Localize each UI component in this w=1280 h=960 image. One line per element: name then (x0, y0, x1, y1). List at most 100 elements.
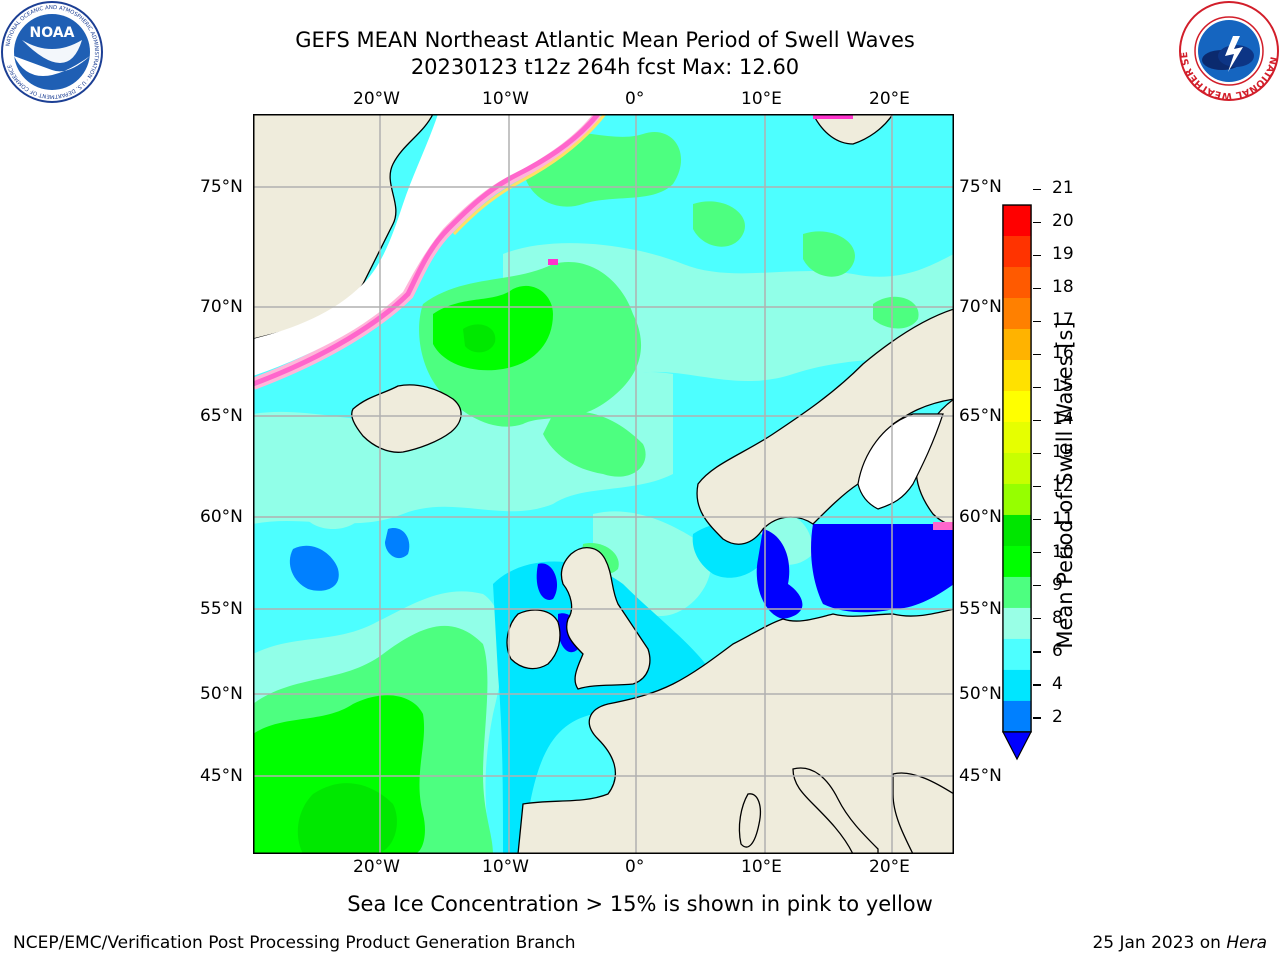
colorbar-tick-mark (1033, 386, 1041, 389)
lon-label-top-20e: 20°E (869, 89, 910, 109)
lon-label-top-10e: 10°E (741, 89, 782, 109)
colorbar-segment (1002, 298, 1032, 330)
lon-label-bottom-20e: 20°E (869, 857, 910, 877)
colorbar-frame (1002, 204, 1032, 733)
lat-label-left-70n: 70°N (200, 297, 243, 317)
colorbar-tick-mark (1033, 353, 1041, 355)
lat-label-right-50n: 50°N (959, 684, 1002, 704)
colorbar-tick-label: 13 (1052, 442, 1074, 463)
swell-11-12s-areas (297, 324, 496, 854)
colorbar-segment (1002, 452, 1032, 485)
colorbar-segment (1002, 483, 1032, 516)
footer-host: Hera (1226, 933, 1267, 953)
footer-date-text: 25 Jan 2023 on (1092, 933, 1227, 953)
lon-label-top-0: 0° (625, 89, 645, 109)
chart-subtitle: 20230123 t12z 264h fcst Max: 12.60 (410, 55, 800, 79)
chart-title: GEFS MEAN Northeast Atlantic Mean Period… (295, 28, 915, 52)
lat-label-left-55n: 55°N (200, 599, 243, 619)
colorbar-tick-label: 19 (1052, 244, 1074, 265)
colorbar (1002, 204, 1032, 761)
colorbar-tick-mark (1033, 287, 1041, 289)
colorbar-tick-mark (1033, 552, 1041, 554)
lon-label-top-20w: 20°W (353, 89, 400, 109)
colorbar-tick-mark (1033, 651, 1041, 653)
colorbar-tick-label: 17 (1052, 310, 1074, 331)
colorbar-segment (1002, 669, 1032, 702)
italy-land (792, 767, 879, 854)
lon-label-bottom-10w: 10°W (482, 857, 529, 877)
lon-label-top-10w: 10°W (482, 89, 529, 109)
iceland-land (351, 384, 462, 453)
colorbar-tick-mark (1033, 419, 1041, 422)
noaa-logo-icon: NOAA NATIONAL OCEANIC AND ATMOSPHERIC AD… (1, 1, 103, 103)
lat-label-right-70n: 70°N (959, 297, 1002, 317)
colorbar-tick-label: 9 (1052, 574, 1063, 595)
colorbar-tick-mark (1033, 486, 1041, 488)
colorbar-tick-label: 20 (1052, 211, 1074, 232)
lon-label-bottom-0: 0° (625, 857, 645, 877)
lat-label-left-75n: 75°N (200, 177, 243, 197)
colorbar-label: Mean Period of Swell Waves [s] (1053, 321, 1077, 649)
colorbar-segment (1002, 607, 1032, 640)
colorbar-tick-label: 21 (1052, 178, 1074, 198)
lat-label-right-45n: 45°N (959, 766, 1002, 786)
balkans-land (892, 772, 954, 854)
colorbar-tick-mark (1033, 684, 1041, 686)
noaa-logo-text: NOAA (30, 25, 75, 41)
footer-date: 25 Jan 2023 on Hera (1092, 933, 1267, 953)
colorbar-tick-label: 10 (1052, 541, 1074, 562)
colorbar-tick-label: 15 (1052, 376, 1074, 397)
map-frame (253, 114, 954, 854)
sea-ice-note: Sea Ice Concentration > 15% is shown in … (347, 892, 933, 916)
lat-label-left-45n: 45°N (200, 766, 243, 786)
graticule (253, 114, 954, 854)
colorbar-segment (1002, 545, 1032, 578)
sea-ice-white-region (253, 114, 593, 376)
colorbar-segment (1002, 359, 1032, 392)
colorbar-tick-mark (1033, 585, 1041, 587)
colorbar-segment (1002, 205, 1032, 237)
lon-label-bottom-20w: 20°W (353, 857, 400, 877)
colorbar-tick-mark (1033, 618, 1041, 620)
colorbar-segment (1002, 638, 1032, 671)
svalbard-land (812, 114, 894, 145)
corsica-sardinia-land (738, 793, 762, 848)
lat-label-right-65n: 65°N (959, 406, 1002, 426)
sea-ice-edge (253, 114, 954, 530)
colorbar-tick-mark (1033, 519, 1041, 521)
colorbar-tick-label: 16 (1052, 343, 1074, 364)
colorbar-tick-label: 8 (1052, 607, 1063, 628)
lat-label-left-65n: 65°N (200, 406, 243, 426)
colorbar-segment (1002, 576, 1032, 609)
colorbar-segment (1002, 514, 1032, 547)
colorbar-tick-label: 18 (1052, 277, 1074, 298)
colorbar-tick-mark (1033, 221, 1041, 223)
colorbar-tick-label: 11 (1052, 508, 1074, 529)
colorbar-segment (1002, 421, 1032, 454)
colorbar-segment (1002, 390, 1032, 423)
footer-branch: NCEP/EMC/Verification Post Processing Pr… (13, 933, 576, 953)
colorbar-tick-mark (1033, 254, 1041, 256)
lat-label-left-60n: 60°N (200, 507, 243, 527)
lat-label-left-50n: 50°N (200, 684, 243, 704)
lat-label-right-55n: 55°N (959, 599, 1002, 619)
continental-europe-land (517, 608, 954, 854)
colorbar-tick-mark (1033, 717, 1041, 719)
lat-label-right-75n: 75°N (959, 177, 1002, 197)
colorbar-tick-mark (1033, 452, 1041, 455)
national-weather-service-logo-icon: NATIONAL WEATHER SERVICE (1178, 0, 1279, 101)
great-britain-land (560, 547, 651, 690)
lat-label-right-60n: 60°N (959, 507, 1002, 527)
colorbar-tick-label: 2 (1052, 706, 1063, 727)
colorbar-tick-mark (1033, 188, 1041, 190)
colorbar-tick-label: 14 (1052, 409, 1074, 430)
colorbar-tick-label: 6 (1052, 640, 1063, 661)
ireland-land (506, 609, 561, 670)
land-masses (253, 114, 954, 854)
swell-period-map (253, 114, 954, 854)
colorbar-segment (1002, 700, 1032, 733)
colorbar-extend-triangle (1002, 731, 1032, 761)
colorbar-segment (1002, 236, 1032, 268)
colorbar-tick-label: 4 (1052, 673, 1063, 694)
colorbar-tick-mark (1033, 320, 1041, 322)
